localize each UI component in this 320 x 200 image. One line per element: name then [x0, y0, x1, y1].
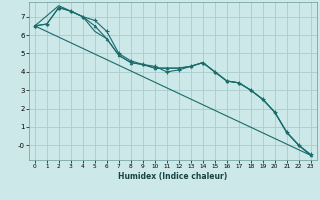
X-axis label: Humidex (Indice chaleur): Humidex (Indice chaleur) [118, 172, 228, 181]
